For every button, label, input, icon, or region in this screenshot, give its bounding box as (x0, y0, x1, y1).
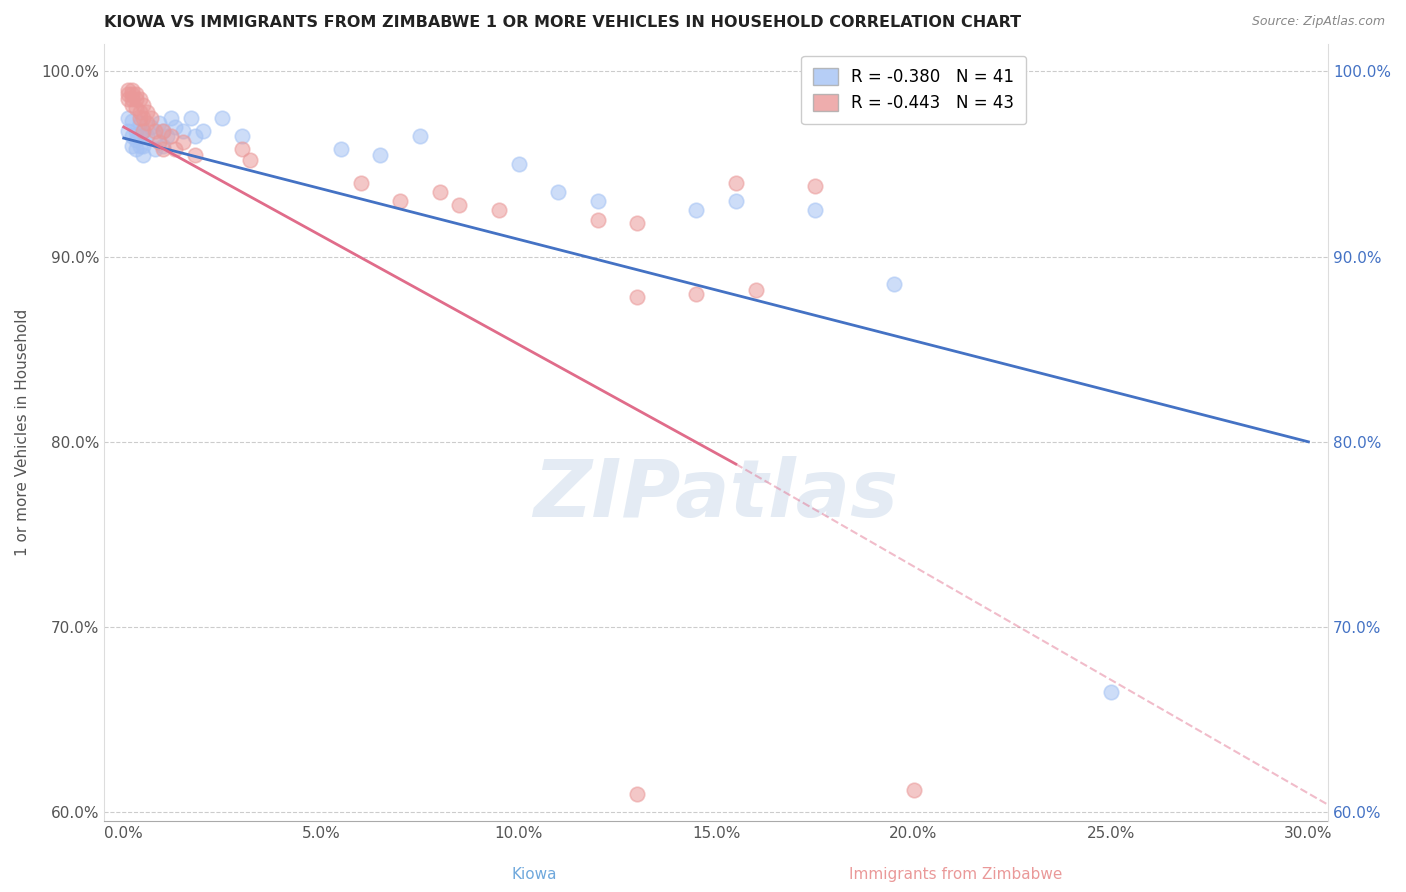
Point (804, 179, 827, 194)
Point (124, 102, 146, 116)
Point (136, 116, 159, 130)
Point (191, 124, 214, 138)
Point (152, 138, 174, 153)
Point (132, 138, 155, 153)
Point (724, 194, 747, 208)
Point (124, 142, 146, 156)
Point (626, 787, 648, 801)
Point (117, 111, 139, 125)
Point (132, 124, 155, 138)
Point (156, 129, 179, 144)
Point (121, 83, 143, 97)
Point (152, 142, 174, 156)
Point (121, 129, 143, 144)
Point (128, 92, 150, 106)
Point (172, 135, 194, 149)
Point (124, 124, 146, 138)
Point (160, 129, 183, 144)
Point (626, 290, 648, 304)
Point (148, 135, 170, 149)
Point (124, 92, 146, 106)
Point (389, 194, 412, 208)
Point (329, 142, 352, 156)
Point (117, 83, 139, 97)
Point (128, 138, 150, 153)
Point (141, 111, 163, 125)
Point (132, 111, 155, 125)
Point (143, 142, 166, 156)
Point (429, 185, 451, 199)
Point (804, 203, 827, 218)
Point (180, 111, 202, 125)
Point (121, 97, 143, 112)
Point (409, 129, 432, 144)
Text: Source: ZipAtlas.com: Source: ZipAtlas.com (1251, 15, 1385, 28)
Point (152, 124, 174, 138)
Point (132, 124, 155, 138)
Point (172, 124, 194, 138)
Point (117, 124, 139, 138)
Point (231, 142, 253, 156)
Point (143, 129, 166, 144)
Point (121, 138, 143, 153)
Point (685, 286, 707, 301)
Point (136, 105, 159, 120)
Point (128, 111, 150, 125)
Point (370, 148, 392, 162)
Point (136, 129, 159, 144)
Point (165, 120, 187, 134)
Point (547, 185, 569, 199)
Point (883, 277, 905, 292)
Text: ZIPatlas: ZIPatlas (533, 456, 898, 533)
Point (132, 97, 155, 112)
Point (128, 116, 150, 130)
Point (449, 198, 471, 212)
Point (117, 87, 139, 101)
Point (724, 176, 747, 190)
Point (152, 124, 174, 138)
Point (350, 176, 373, 190)
Point (586, 212, 609, 227)
Point (124, 87, 146, 101)
Point (184, 148, 207, 162)
Point (143, 124, 166, 138)
Point (121, 114, 143, 128)
Point (132, 148, 155, 162)
Point (685, 203, 707, 218)
Point (128, 129, 150, 144)
Text: Immigrants from Zimbabwe: Immigrants from Zimbabwe (849, 867, 1063, 881)
Point (165, 142, 187, 156)
Point (903, 783, 925, 797)
Point (239, 153, 262, 168)
Point (626, 216, 648, 230)
Point (141, 120, 163, 134)
Point (231, 129, 253, 144)
Point (124, 133, 146, 147)
Point (117, 92, 139, 106)
Point (488, 203, 510, 218)
Point (744, 283, 766, 297)
Point (1099, 685, 1122, 699)
Legend: R = -0.380   N = 41, R = -0.443   N = 43: R = -0.380 N = 41, R = -0.443 N = 43 (801, 56, 1026, 124)
Point (211, 111, 233, 125)
Point (121, 87, 143, 101)
Point (586, 194, 609, 208)
Point (508, 157, 530, 171)
Text: Kiowa: Kiowa (512, 867, 557, 881)
Y-axis label: 1 or more Vehicles in Household: 1 or more Vehicles in Household (15, 309, 30, 557)
Point (184, 129, 207, 144)
Point (121, 92, 143, 106)
Point (160, 111, 183, 125)
Point (148, 116, 170, 130)
Point (128, 105, 150, 120)
Text: KIOWA VS IMMIGRANTS FROM ZIMBABWE 1 OR MORE VEHICLES IN HOUSEHOLD CORRELATION CH: KIOWA VS IMMIGRANTS FROM ZIMBABWE 1 OR M… (104, 15, 1021, 30)
